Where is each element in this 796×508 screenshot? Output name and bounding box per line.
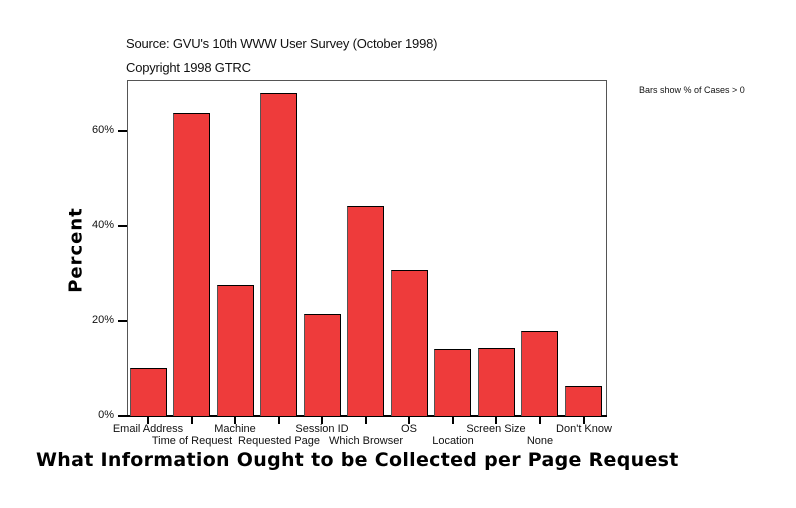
x-tick-label: Machine: [214, 423, 256, 435]
y-tick-label: 0%: [98, 409, 114, 421]
bar: [521, 331, 558, 416]
x-tick: [539, 417, 541, 424]
bar: [434, 349, 471, 416]
x-tick-label: Which Browser: [329, 435, 403, 447]
x-tick: [234, 417, 236, 424]
x-tick: [321, 417, 323, 424]
bar: [130, 368, 167, 416]
bar: [565, 386, 602, 416]
x-axis-title: What Information Ought to be Collected p…: [36, 449, 679, 471]
x-tick-label: Requested Page: [238, 435, 320, 447]
plot-area: [127, 80, 607, 416]
x-axis-line: [118, 415, 607, 417]
x-tick: [191, 417, 193, 424]
x-tick-label: OS: [401, 423, 417, 435]
x-tick: [495, 417, 497, 424]
bar: [173, 113, 210, 416]
y-tick: [118, 320, 127, 322]
x-tick: [408, 417, 410, 424]
x-tick-label: Email Address: [112, 423, 184, 435]
bar: [347, 206, 384, 416]
x-tick: [147, 417, 149, 424]
copyright-caption: Copyright 1998 GTRC: [126, 60, 251, 75]
y-tick: [118, 130, 127, 132]
bar: [391, 270, 428, 416]
x-tick: [452, 417, 454, 424]
x-tick: [278, 417, 280, 424]
x-tick-label: Time of Request: [151, 435, 233, 447]
x-tick-label: Location: [432, 435, 474, 447]
x-tick-label: Don't Know: [556, 423, 612, 435]
x-tick: [583, 417, 585, 424]
bar: [304, 314, 341, 416]
x-tick: [365, 417, 367, 424]
source-caption: Source: GVU's 10th WWW User Survey (Octo…: [126, 36, 438, 51]
bar: [478, 348, 515, 416]
y-tick: [118, 225, 127, 227]
y-axis-title: Percent: [65, 207, 87, 293]
y-tick-label: 20%: [91, 314, 114, 326]
y-tick: [118, 415, 127, 417]
bar: [260, 93, 297, 416]
bar: [217, 285, 254, 416]
x-tick-label: Session ID: [295, 423, 349, 435]
x-tick-label: None: [526, 435, 554, 447]
x-tick-label: Screen Size: [466, 423, 526, 435]
bars-note: Bars show % of Cases > 0: [639, 85, 745, 95]
y-tick-label: 60%: [91, 124, 114, 136]
y-tick-label: 40%: [91, 219, 114, 231]
